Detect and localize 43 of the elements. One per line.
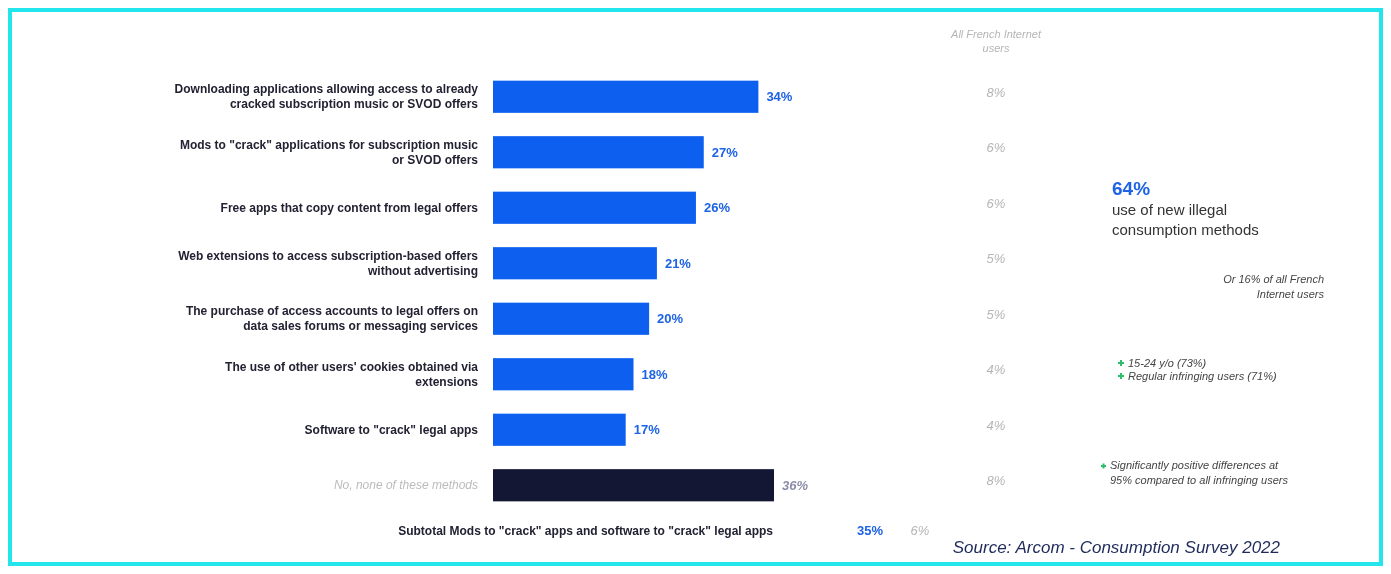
bar [493, 80, 759, 113]
bar [493, 469, 774, 502]
text: Or 16% of all French Internet users [1223, 273, 1325, 300]
text: 5% [986, 306, 1006, 322]
data-label: 36% [782, 477, 809, 493]
text: 35% [856, 523, 884, 538]
y-tick-label: Downloading applications allowing access to already cracked subscription music or SVOD offers [174, 82, 479, 112]
bar [493, 413, 626, 446]
text: 64% [1112, 178, 1151, 199]
data-label: 27% [711, 144, 739, 160]
bar [493, 302, 650, 335]
data-label: 26% [703, 200, 731, 216]
text: 15-24 y/o (73%) [1128, 357, 1207, 369]
text: All French Internet users [950, 28, 1042, 54]
bar [493, 136, 704, 169]
data-label: 21% [664, 255, 692, 271]
data-label: 17% [633, 422, 661, 438]
y-tick-label: Web extensions to access subscription-based offers without advertising [178, 248, 479, 278]
data-label: 34% [766, 89, 793, 105]
text: Subtotal Mods to "crack" apps and software to "crack" legal apps [398, 524, 774, 538]
text: 4% [986, 362, 1006, 378]
bar [493, 191, 696, 224]
text: Regular infringing users (71%) [1128, 370, 1277, 382]
y-tick-label: Mods to "crack" applications for subscription music or SVOD offers [179, 137, 479, 167]
text: 8% [986, 473, 1006, 489]
y-tick-label: The use of other users' cookies obtained via extensions [225, 359, 479, 389]
y-tick-label: Free apps that copy content from legal offers [220, 200, 479, 215]
text: 6% [986, 195, 1006, 211]
text: 6% [986, 140, 1006, 156]
data-label: 18% [641, 366, 668, 382]
bar [493, 358, 634, 391]
source-note: Source: Arcom - Consumption Survey 2022 [952, 538, 1281, 557]
bar [493, 247, 657, 280]
y-tick-label: Software to "crack" legal apps [304, 422, 479, 437]
y-tick-label: No, none of these methods [333, 478, 478, 493]
text: Significantly positive differences at 95% compared to all infringing users [1110, 459, 1289, 486]
text: 8% [986, 84, 1006, 100]
text: 6% [910, 523, 930, 538]
data-label: 20% [657, 311, 684, 327]
text: 5% [986, 251, 1006, 267]
text: 4% [986, 417, 1006, 433]
text: use of new illegal consumption methods [1112, 201, 1259, 238]
y-tick-label: The purchase of access accounts to legal offers on data sales forums or messaging services [185, 304, 479, 334]
